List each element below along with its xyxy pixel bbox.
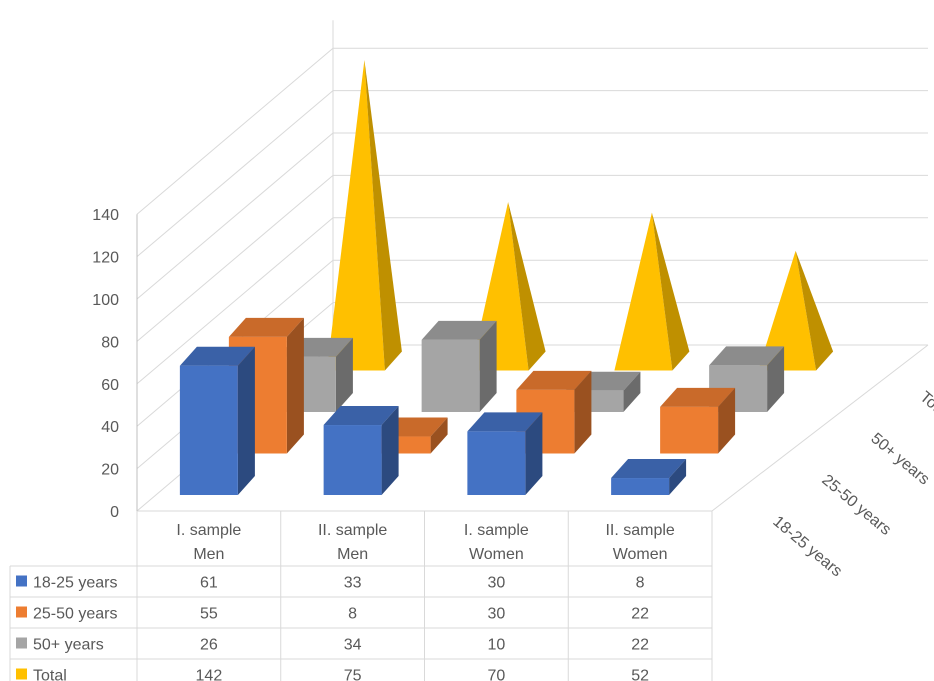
bar: [467, 412, 543, 495]
legend-key: [16, 575, 27, 587]
bar-side-face: [574, 370, 592, 454]
table-cell: 75: [344, 668, 362, 681]
category-label: Men: [337, 546, 368, 563]
table-cell: 30: [487, 606, 505, 623]
series-name: 50+ years: [33, 637, 104, 654]
bar: [179, 346, 255, 495]
bar-top-face: [516, 370, 592, 390]
bar: [326, 60, 402, 371]
pyramid-side-face: [651, 212, 690, 371]
y-tick-label: 80: [101, 334, 119, 351]
bar: [660, 387, 736, 454]
y-tick-label: 0: [110, 504, 119, 521]
table-cell: 61: [200, 575, 218, 592]
table-cell: 55: [200, 606, 218, 623]
data-table: I. sample Men II. sample Men I. sample Women I…: [9, 511, 713, 681]
bar-side-face: [767, 346, 785, 412]
legend-key: [16, 606, 27, 618]
pyramid-front-face: [614, 212, 673, 371]
legend-key: [16, 637, 27, 649]
floor-side-edge: [711, 344, 929, 512]
gridline: [136, 132, 928, 300]
y-tick-label: 60: [101, 377, 119, 394]
bar-side-face: [335, 337, 353, 412]
category-label: II. sample: [318, 522, 387, 539]
bar-front-face: [323, 425, 382, 495]
bar-side-face: [479, 320, 497, 412]
chart-bars: [179, 60, 834, 495]
depth-axis-label: Total: [916, 389, 934, 424]
bar: [323, 406, 399, 495]
bar-top-face: [611, 459, 687, 478]
category-label: I. sample: [176, 522, 241, 539]
category-label: Women: [613, 546, 668, 563]
table-cell: 8: [636, 575, 645, 592]
y-axis: 0 20 40 60 80 100 120 140: [92, 207, 119, 521]
depth-axis-label: 50+ years: [867, 430, 932, 488]
bar-top-face: [421, 320, 497, 340]
bar-top-face: [660, 387, 736, 407]
bar-top-face: [323, 406, 399, 425]
bar-front-face: [467, 431, 526, 495]
y-tick-label: 40: [101, 419, 119, 436]
bar-front-face: [611, 478, 670, 495]
bar: [421, 320, 497, 412]
table-cell: 26: [200, 637, 218, 654]
bar-side-face: [669, 459, 687, 495]
bar-front-face: [421, 339, 480, 412]
bar-side-face: [430, 417, 448, 454]
category-label: II. sample: [605, 522, 674, 539]
bar: [614, 212, 690, 371]
pyramid-front-face: [326, 60, 385, 371]
table-cell: 8: [348, 606, 357, 623]
pyramid-side-face: [795, 250, 834, 371]
bar-side-face: [718, 387, 736, 454]
y-tick-label: 100: [92, 292, 119, 309]
table-cell: 22: [631, 606, 649, 623]
bar-top-face: [709, 346, 785, 366]
bar-top-face: [467, 412, 543, 432]
pyramid-side-face: [508, 202, 546, 371]
bar-side-face: [237, 346, 255, 495]
category-label: Women: [469, 546, 524, 563]
table-cell: 33: [344, 575, 362, 592]
bar-front-face: [179, 365, 238, 495]
series-name: Total: [33, 668, 67, 681]
table-cell: 52: [631, 668, 649, 681]
bar-side-face: [381, 406, 399, 495]
bar-side-face: [286, 317, 304, 454]
bar: [611, 459, 687, 495]
table-cell: 10: [487, 637, 505, 654]
category-label: Men: [193, 546, 224, 563]
bar-side-face: [623, 371, 641, 412]
series-name: 18-25 years: [33, 575, 118, 592]
table-cell: 142: [196, 668, 223, 681]
pyramid-front-face: [758, 250, 817, 371]
legend-key: [16, 668, 27, 680]
depth-axis-label: 18-25 years: [769, 513, 845, 580]
table-cell: 22: [631, 637, 649, 654]
bar-side-face: [525, 412, 543, 495]
table-cell: 34: [344, 637, 362, 654]
table-cell: 70: [487, 668, 505, 681]
y-tick-label: 20: [101, 462, 119, 479]
table-cell: 30: [487, 575, 505, 592]
gridline: [136, 90, 928, 257]
depth-axis-label: 25-50 years: [818, 472, 894, 539]
bar-top-face: [228, 317, 304, 337]
y-tick-label: 140: [92, 207, 119, 224]
bar: [758, 250, 834, 371]
bar-top-face: [179, 346, 255, 366]
series-name: 25-50 years: [33, 606, 118, 623]
bar-front-face: [660, 406, 719, 454]
y-tick-label: 120: [92, 250, 119, 267]
category-label: I. sample: [464, 522, 529, 539]
pyramid-side-face: [364, 60, 402, 371]
gridline: [136, 47, 928, 215]
